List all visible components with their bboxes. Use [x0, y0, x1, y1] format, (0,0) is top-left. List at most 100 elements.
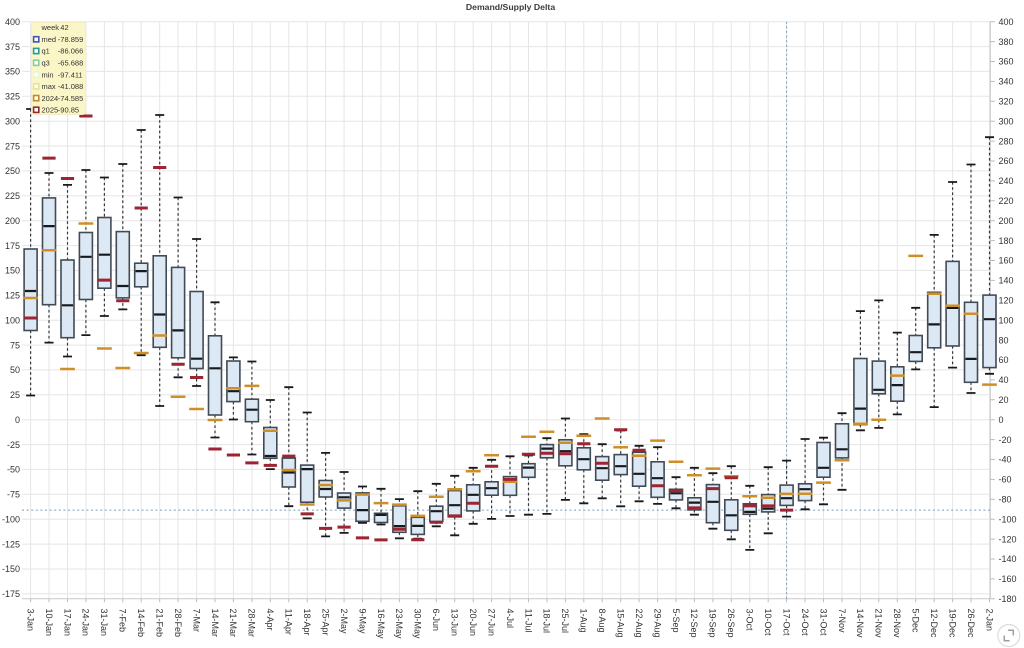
svg-text:15-Aug: 15-Aug: [616, 609, 626, 638]
svg-text:4-Jul: 4-Jul: [505, 609, 515, 629]
svg-text:q3: q3: [42, 59, 50, 68]
svg-text:-60: -60: [999, 475, 1012, 485]
svg-text:11-Jul: 11-Jul: [523, 609, 533, 633]
svg-text:375: 375: [5, 42, 20, 52]
svg-text:7-Feb: 7-Feb: [118, 609, 128, 633]
svg-text:1-Aug: 1-Aug: [579, 609, 589, 633]
svg-text:24-Oct: 24-Oct: [800, 609, 810, 637]
svg-text:160: 160: [999, 256, 1014, 266]
svg-text:-50: -50: [7, 465, 20, 475]
svg-text:-97.411: -97.411: [58, 70, 83, 79]
svg-text:100: 100: [5, 315, 20, 325]
svg-text:320: 320: [999, 97, 1014, 107]
svg-text:14-Feb: 14-Feb: [136, 609, 146, 638]
svg-text:9-May: 9-May: [357, 609, 367, 635]
svg-text:3-Jan: 3-Jan: [25, 609, 35, 632]
svg-text:-160: -160: [999, 574, 1017, 584]
svg-text:28-Feb: 28-Feb: [173, 609, 183, 638]
svg-text:60: 60: [999, 355, 1009, 365]
svg-text:29-Aug: 29-Aug: [652, 609, 662, 638]
svg-text:26-Dec: 26-Dec: [966, 609, 976, 639]
svg-text:275: 275: [5, 141, 20, 151]
svg-text:220: 220: [999, 196, 1014, 206]
svg-text:17-Jan: 17-Jan: [62, 609, 72, 637]
svg-text:2-Jan: 2-Jan: [984, 609, 994, 632]
svg-text:25: 25: [10, 390, 20, 400]
svg-text:-78.859: -78.859: [58, 35, 83, 44]
svg-text:250: 250: [5, 166, 20, 176]
svg-text:-74.585: -74.585: [58, 94, 83, 103]
svg-text:31-Oct: 31-Oct: [818, 609, 828, 637]
svg-text:14-Nov: 14-Nov: [855, 609, 865, 639]
svg-text:max: max: [42, 82, 56, 91]
svg-text:10-Oct: 10-Oct: [763, 609, 773, 637]
svg-text:18-Apr: 18-Apr: [302, 609, 312, 636]
svg-text:10-Jan: 10-Jan: [44, 609, 54, 637]
svg-text:0: 0: [999, 415, 1004, 425]
svg-text:14-Mar: 14-Mar: [210, 609, 220, 638]
svg-text:week: week: [41, 23, 60, 32]
svg-text:360: 360: [999, 57, 1014, 67]
svg-text:19-Dec: 19-Dec: [947, 609, 957, 639]
svg-text:18-Jul: 18-Jul: [542, 609, 552, 634]
svg-text:140: 140: [999, 276, 1014, 286]
svg-text:-140: -140: [999, 554, 1017, 564]
svg-text:120: 120: [999, 296, 1014, 306]
svg-text:260: 260: [999, 156, 1014, 166]
svg-text:-175: -175: [2, 589, 20, 599]
svg-text:-25: -25: [7, 440, 20, 450]
svg-text:17-Oct: 17-Oct: [781, 609, 791, 637]
svg-text:31-Jan: 31-Jan: [99, 609, 109, 637]
svg-text:-41.088: -41.088: [58, 82, 83, 91]
svg-text:8-Aug: 8-Aug: [597, 609, 607, 633]
svg-text:-125: -125: [2, 539, 20, 549]
svg-text:40: 40: [999, 375, 1009, 385]
svg-text:180: 180: [999, 236, 1014, 246]
svg-text:80: 80: [999, 335, 1009, 345]
svg-text:-150: -150: [2, 564, 20, 574]
svg-text:225: 225: [5, 191, 20, 201]
svg-text:280: 280: [999, 136, 1014, 146]
svg-text:2024: 2024: [42, 94, 59, 103]
svg-text:240: 240: [999, 176, 1014, 186]
svg-text:-180: -180: [999, 594, 1017, 604]
svg-text:300: 300: [999, 116, 1014, 126]
svg-text:12-Dec: 12-Dec: [929, 609, 939, 639]
svg-text:75: 75: [10, 340, 20, 350]
svg-text:21-Nov: 21-Nov: [874, 609, 884, 639]
svg-text:12-Sep: 12-Sep: [689, 609, 699, 638]
svg-text:-20: -20: [999, 435, 1012, 445]
svg-text:25-Apr: 25-Apr: [320, 609, 330, 636]
svg-text:175: 175: [5, 241, 20, 251]
svg-text:4-Apr: 4-Apr: [265, 609, 275, 631]
svg-text:-120: -120: [999, 534, 1017, 544]
svg-text:23-May: 23-May: [394, 609, 404, 640]
svg-text:24-Jan: 24-Jan: [81, 609, 91, 637]
svg-text:-90.85: -90.85: [58, 106, 79, 115]
svg-text:min: min: [42, 70, 54, 79]
svg-text:28-Nov: 28-Nov: [892, 609, 902, 639]
svg-text:325: 325: [5, 92, 20, 102]
svg-text:q1: q1: [42, 47, 50, 56]
svg-text:22-Aug: 22-Aug: [634, 609, 644, 638]
svg-text:-80: -80: [999, 495, 1012, 505]
svg-text:16-May: 16-May: [376, 609, 386, 640]
svg-text:5-Dec: 5-Dec: [911, 609, 921, 634]
svg-text:2-May: 2-May: [339, 609, 349, 635]
svg-text:300: 300: [5, 116, 20, 126]
svg-text:-100: -100: [2, 514, 20, 524]
svg-text:42: 42: [60, 23, 68, 32]
svg-text:380: 380: [999, 37, 1014, 47]
svg-text:19-Sep: 19-Sep: [708, 609, 718, 638]
svg-text:20: 20: [999, 395, 1009, 405]
svg-text:21-Mar: 21-Mar: [228, 609, 238, 638]
svg-text:400: 400: [5, 17, 20, 27]
svg-text:27-Jun: 27-Jun: [486, 609, 496, 637]
svg-text:-86.066: -86.066: [58, 47, 83, 56]
svg-text:20-Jun: 20-Jun: [468, 609, 478, 637]
svg-text:100: 100: [999, 315, 1014, 325]
svg-text:200: 200: [999, 216, 1014, 226]
svg-text:-65.688: -65.688: [58, 59, 83, 68]
svg-text:400: 400: [999, 17, 1014, 27]
svg-text:7-Mar: 7-Mar: [191, 609, 201, 633]
